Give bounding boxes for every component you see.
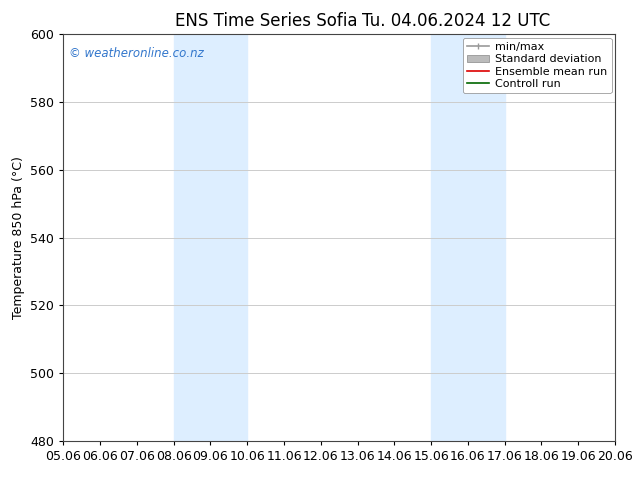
Bar [431,34,505,441]
Text: ENS Time Series Sofia: ENS Time Series Sofia [175,12,358,30]
Legend: min/max, Standard deviation, Ensemble mean run, Controll run: min/max, Standard deviation, Ensemble me… [463,38,612,93]
Text: Tu. 04.06.2024 12 UTC: Tu. 04.06.2024 12 UTC [363,12,550,30]
Y-axis label: Temperature 850 hPa (°C): Temperature 850 hPa (°C) [12,156,25,319]
Text: © weatheronline.co.nz: © weatheronline.co.nz [69,47,204,59]
Bar [174,34,247,441]
